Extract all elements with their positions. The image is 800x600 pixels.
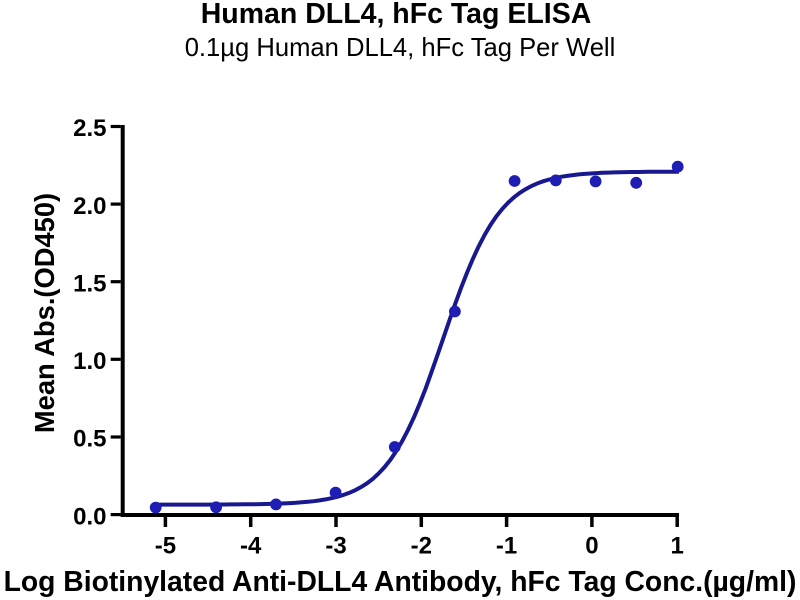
svg-text:1.5: 1.5	[73, 270, 106, 297]
svg-text:-1: -1	[496, 533, 517, 560]
svg-text:-3: -3	[325, 533, 346, 560]
svg-text:0.5: 0.5	[73, 426, 106, 453]
svg-text:Mean Abs.(OD450): Mean Abs.(OD450)	[29, 193, 60, 433]
svg-text:2.5: 2.5	[73, 115, 106, 142]
svg-text:0.1µg Human DLL4, hFc Tag Per: 0.1µg Human DLL4, hFc Tag Per Well	[185, 34, 616, 62]
svg-text:1: 1	[671, 533, 684, 560]
svg-text:Human DLL4, hFc Tag ELISA: Human DLL4, hFc Tag ELISA	[201, 0, 592, 30]
svg-text:0.0: 0.0	[73, 503, 106, 530]
svg-text:-4: -4	[240, 533, 262, 560]
svg-text:-2: -2	[411, 533, 432, 560]
svg-text:0: 0	[585, 533, 598, 560]
svg-text:Log Biotinylated Anti-DLL4 Ant: Log Biotinylated Anti-DLL4 Antibody, hFc…	[4, 565, 797, 597]
svg-text:2.0: 2.0	[73, 193, 106, 220]
svg-text:1.0: 1.0	[73, 348, 106, 375]
svg-text:-5: -5	[155, 533, 176, 560]
